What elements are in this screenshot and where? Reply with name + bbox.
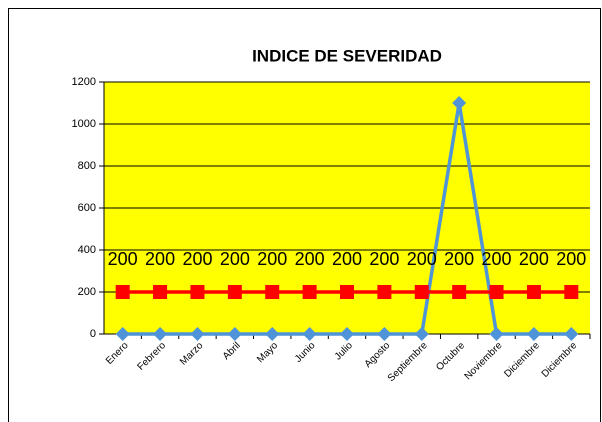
marker xyxy=(227,327,242,341)
marker xyxy=(414,327,429,341)
marker xyxy=(340,327,354,341)
x-tick-label: Junio xyxy=(293,340,318,365)
marker xyxy=(526,285,541,299)
marker xyxy=(153,327,168,341)
marker xyxy=(153,285,168,299)
data-label: 200 xyxy=(407,249,437,269)
chart-frame xyxy=(8,8,601,422)
x-tick-label: Marzo xyxy=(178,340,206,368)
marker xyxy=(115,327,130,341)
data-label: 200 xyxy=(295,249,325,269)
data-label: 200 xyxy=(108,249,138,269)
x-tick-label: Agosto xyxy=(363,340,393,370)
marker xyxy=(564,327,579,341)
chart-title: INDICE DE SEVERIDAD xyxy=(252,46,442,65)
marker xyxy=(377,327,392,341)
data-label: 200 xyxy=(444,249,474,269)
marker xyxy=(190,285,205,299)
marker xyxy=(265,285,280,299)
x-tick-label: Abril xyxy=(221,340,243,362)
data-label: 200 xyxy=(556,249,586,269)
y-tick-label: 0 xyxy=(90,328,96,340)
x-tick-label: Septiembre xyxy=(386,340,430,384)
marker xyxy=(414,285,429,299)
data-label: 200 xyxy=(332,249,362,269)
marker xyxy=(489,327,504,341)
x-tick-label: Diciembre xyxy=(502,340,542,380)
marker xyxy=(489,285,504,299)
marker xyxy=(564,285,579,299)
x-tick-label: Julio xyxy=(333,340,356,363)
y-tick-label: 600 xyxy=(78,202,96,214)
marker xyxy=(377,285,392,299)
x-tick-label: Enero xyxy=(104,340,131,367)
marker xyxy=(452,96,467,110)
data-label: 200 xyxy=(369,249,399,269)
marker xyxy=(526,327,541,341)
y-tick-label: 1000 xyxy=(72,118,96,130)
x-tick-label: Octubre xyxy=(434,340,467,373)
y-tick-label: 400 xyxy=(78,244,96,256)
x-tick-label: Noviembre xyxy=(463,340,505,382)
data-label: 200 xyxy=(519,249,549,269)
marker xyxy=(115,285,130,299)
x-tick-label: Diciembre xyxy=(540,340,580,380)
marker xyxy=(340,285,354,299)
y-tick-label: 200 xyxy=(78,286,96,298)
data-label: 200 xyxy=(220,249,250,269)
x-tick-label: Mayo xyxy=(255,340,280,365)
marker xyxy=(452,285,467,299)
marker xyxy=(227,285,242,299)
marker xyxy=(302,285,317,299)
marker xyxy=(265,327,280,341)
data-label: 200 xyxy=(482,249,512,269)
data-label: 200 xyxy=(257,249,287,269)
data-label: 200 xyxy=(182,249,212,269)
y-tick-label: 800 xyxy=(78,160,96,172)
marker xyxy=(302,327,317,341)
x-tick-label: Febrero xyxy=(136,340,169,373)
data-label: 200 xyxy=(145,249,175,269)
y-tick-label: 1200 xyxy=(72,76,96,88)
marker xyxy=(190,327,205,341)
